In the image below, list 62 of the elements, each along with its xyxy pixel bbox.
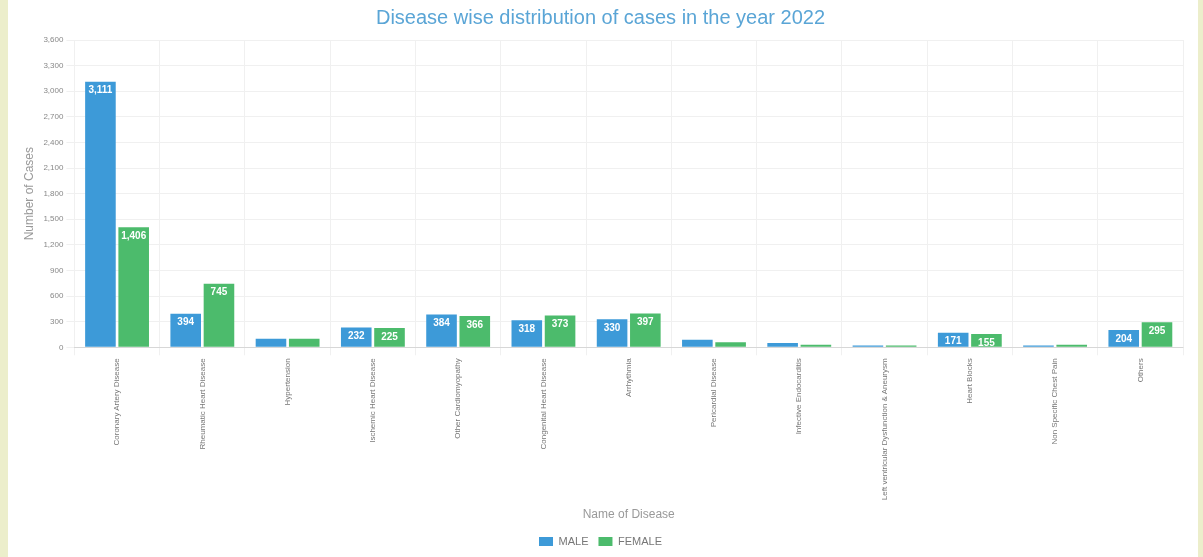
- data-label: 745: [210, 286, 228, 298]
- bar: [459, 316, 491, 347]
- x-tick-label: Non Specific Chest Pain: [1050, 358, 1060, 445]
- y-tick-label: 3,000: [43, 86, 64, 96]
- data-label: 225: [381, 330, 399, 342]
- x-tick-label: Arrhythmia: [623, 357, 633, 398]
- bar: [630, 313, 661, 347]
- y-tick-label: 1,500: [43, 214, 64, 224]
- y-tick-label: 1,800: [43, 188, 64, 198]
- x-tick-label: Others: [1135, 358, 1145, 383]
- bar: [715, 342, 746, 347]
- data-label: 397: [636, 316, 655, 328]
- bar: [544, 315, 576, 347]
- bar: [767, 343, 798, 347]
- bar: [255, 338, 287, 347]
- x-axis-title: Name of Disease: [582, 507, 676, 522]
- y-tick-label: 300: [50, 316, 64, 326]
- data-label: 394: [177, 316, 195, 328]
- legend-label: MALE: [558, 534, 589, 547]
- data-label: 295: [1148, 324, 1166, 336]
- bar: [85, 81, 116, 347]
- y-tick-label: 0: [58, 342, 64, 352]
- y-tick-label: 900: [50, 265, 64, 275]
- x-tick-label: Rheumatic Heart Disease: [197, 357, 207, 450]
- data-label: 155: [978, 336, 996, 348]
- x-tick-label: Hypertension: [282, 358, 292, 406]
- data-label: 1,406: [121, 230, 147, 242]
- bar: [288, 338, 320, 347]
- bar: [800, 344, 832, 347]
- bar: [1056, 344, 1088, 347]
- x-tick-label: Heart Blocks: [965, 358, 975, 404]
- y-tick-label: 3,300: [43, 60, 64, 70]
- data-label: 330: [603, 321, 621, 333]
- y-tick-label: 2,100: [43, 163, 64, 173]
- data-label: 366: [466, 318, 484, 330]
- bar: [426, 314, 457, 347]
- y-axis-title: Number of Cases: [21, 146, 36, 241]
- data-label: 232: [347, 330, 366, 342]
- data-label: 3,111: [88, 84, 113, 96]
- x-tick-label: Pericardial Disease: [709, 357, 719, 428]
- data-label: 384: [433, 317, 451, 329]
- y-tick-label: 3,600: [43, 35, 64, 45]
- y-tick-label: 2,400: [43, 137, 64, 147]
- bar: [170, 313, 201, 347]
- legend-label: FEMALE: [617, 534, 662, 547]
- y-tick-label: 600: [50, 291, 64, 301]
- bar: [203, 283, 235, 347]
- x-tick-label: Other Cardiomyopathy: [453, 358, 463, 439]
- y-tick-label: 2,700: [43, 112, 64, 122]
- x-tick-label: Congenital Heart Disease: [538, 357, 548, 450]
- chart-title: Disease wise distribution of cases in the year 2022: [375, 5, 826, 28]
- data-label: 373: [551, 318, 569, 330]
- x-tick-label: Ischemic Heart Disease: [368, 357, 378, 443]
- bar: [682, 339, 713, 347]
- data-label: 204: [1115, 332, 1133, 344]
- bar: [118, 227, 149, 347]
- y-tick-label: 1,200: [43, 240, 64, 250]
- data-label: 171: [944, 335, 962, 347]
- x-tick-label: Coronary Artery Disease: [112, 357, 122, 446]
- x-tick-label: Left ventricular Dysfunction & Aneurysm: [879, 357, 889, 501]
- data-label: 318: [518, 322, 536, 334]
- x-tick-label: Infective Endocarditis: [794, 358, 804, 435]
